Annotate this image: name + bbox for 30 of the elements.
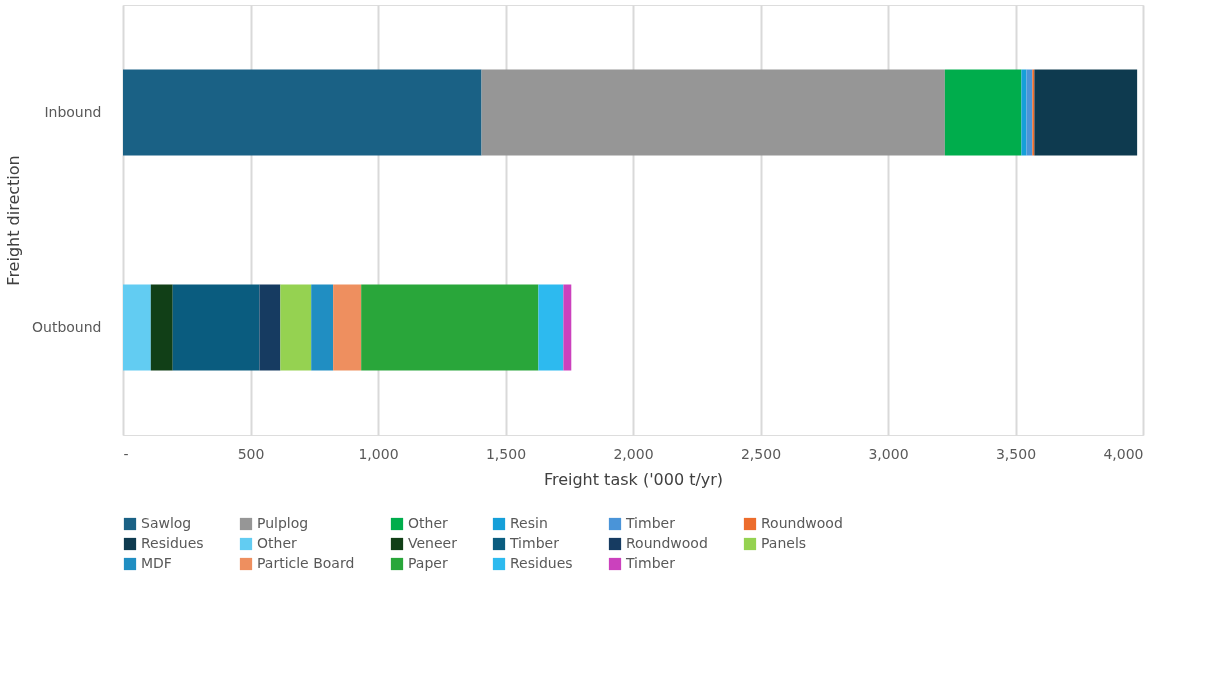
x-tick-label: 1,000	[358, 445, 399, 462]
legend-label: Pulplog	[257, 515, 309, 531]
legend-label: Roundwood	[626, 535, 708, 551]
legend-label: MDF	[141, 555, 172, 571]
legend-label: Residues	[141, 535, 204, 551]
x-tick-label: 2,000	[613, 445, 654, 462]
y-axis-title: Freight direction	[4, 155, 24, 286]
legend-label: Timber	[625, 555, 676, 571]
legend-label: Sawlog	[141, 515, 192, 531]
legend-label: Timber	[625, 515, 676, 531]
x-tick-label: 3,500	[995, 445, 1037, 462]
y-tick-label: Inbound	[44, 103, 102, 120]
legend-label: Panels	[761, 535, 807, 551]
x-tick-label: -	[123, 445, 129, 462]
x-tick-label: 500	[237, 445, 265, 462]
legend-label: Residues	[510, 555, 573, 571]
legend-label: Paper	[408, 555, 448, 571]
x-axis-title: Freight task ('000 t/yr)	[543, 469, 724, 489]
legend-label: Other	[257, 535, 297, 551]
y-tick-label: Outbound	[32, 318, 102, 335]
legend-label: Particle Board	[257, 555, 355, 571]
legend-label: Other	[408, 515, 448, 531]
legend-label: Veneer	[408, 535, 458, 551]
legend-label: Timber	[509, 535, 560, 551]
x-tick-label: 1,500	[485, 445, 527, 462]
x-tick-label: 4,000	[1103, 445, 1144, 462]
x-tick-label: 2,500	[740, 445, 782, 462]
legend-label: Resin	[510, 515, 548, 531]
legend-label: Roundwood	[761, 515, 843, 531]
x-tick-label: 3,000	[868, 445, 909, 462]
